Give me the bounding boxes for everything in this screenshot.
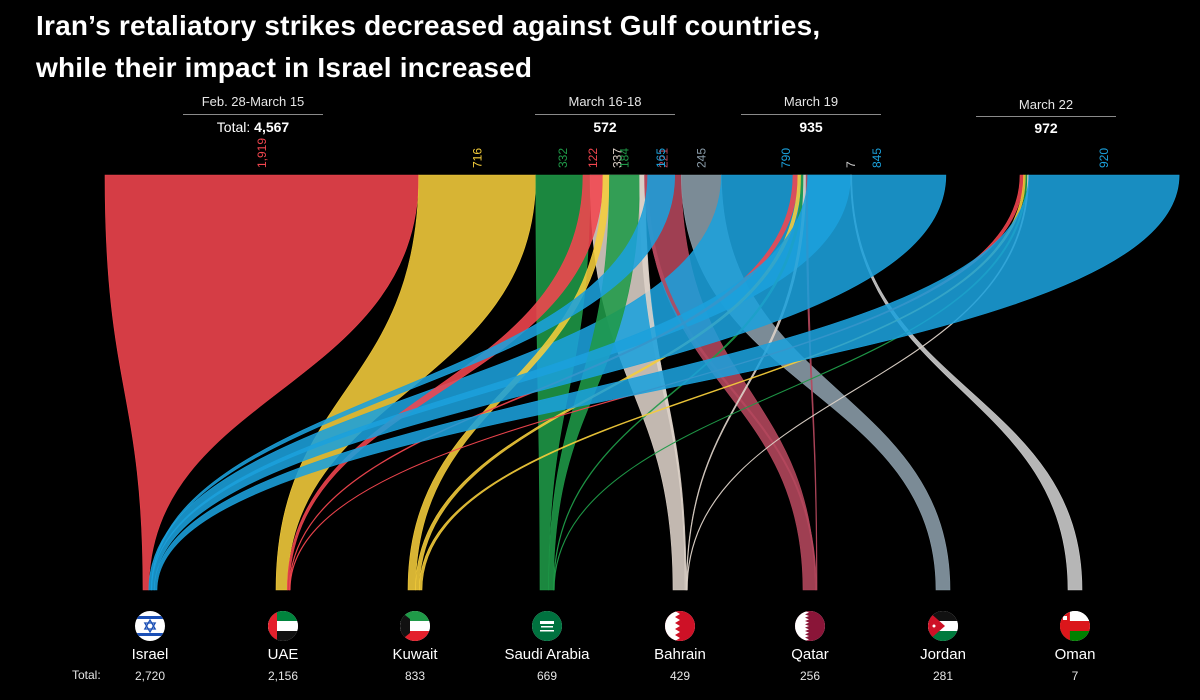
flow-label-1-0: 122 (586, 148, 600, 168)
period-total-value: 4,567 (254, 119, 290, 135)
flow-3-israel (153, 174, 1180, 591)
period-total-3: 972 (946, 120, 1146, 136)
country-total-uae: 2,156 (267, 669, 299, 683)
kuwait-flag (400, 611, 430, 641)
period-label-2: March 19 (783, 94, 839, 109)
period-divider-3 (976, 116, 1116, 117)
period-total-0: Total: 4,567 (153, 119, 353, 135)
flow-label-0-6: 790 (779, 148, 793, 168)
country-flags (135, 611, 1090, 641)
period-label-1: March 16-18 (568, 94, 642, 109)
country-name-bahrain: Bahrain (654, 646, 706, 663)
country-name-kuwait: Kuwait (392, 646, 438, 663)
chart-title-line-2: while their impact in Israel increased (36, 52, 533, 83)
jordan-flag (928, 611, 958, 641)
flow-label-1-2: 184 (618, 148, 632, 168)
country-total-saudi-arabia: 669 (536, 669, 558, 683)
period-divider-1 (535, 114, 675, 115)
chart-title-line-1: Iran’s retaliatory strikes decreased aga… (36, 10, 821, 41)
flow-bands (104, 174, 1180, 591)
period-label-3: March 22 (1018, 97, 1074, 112)
flow-label-0-4: 221 (656, 148, 670, 168)
period-total-value: 935 (799, 119, 823, 135)
period-total-value: 972 (1034, 120, 1058, 136)
period-total-2: 935 (711, 119, 911, 135)
period-label-0: Feb. 28-March 15 (201, 94, 305, 109)
uae-flag (268, 611, 298, 641)
country-total-qatar: 256 (799, 669, 821, 683)
flow-label-0-3: 337 (611, 148, 625, 168)
flow-value-labels: 1,919 716 332 337 221 245 790 7 122 184 165 845 920 (255, 138, 1111, 168)
country-total-bahrain: 429 (669, 669, 691, 683)
period-divider-2 (741, 114, 881, 115)
flow-label-0-2: 332 (556, 148, 570, 168)
period-total-value: 572 (593, 119, 617, 135)
oman-flag (1060, 611, 1090, 641)
country-name-uae: UAE (267, 646, 299, 663)
country-name-jordan: Jordan (920, 646, 966, 663)
period-total-caption: Total: (216, 119, 255, 135)
qatar-flag (795, 611, 825, 641)
flow-0-israel (104, 174, 420, 591)
period-total-1: 572 (505, 119, 705, 135)
country-name-qatar: Qatar (791, 646, 829, 663)
saudi-arabia-flag (532, 611, 562, 641)
country-total-israel: 2,720 (134, 669, 166, 683)
country-name-oman: Oman (1054, 646, 1096, 663)
flow-label-0-0: 1,919 (255, 138, 269, 168)
period-divider-0 (183, 114, 323, 115)
bahrain-flag (665, 611, 695, 641)
israel-flag (135, 611, 165, 641)
total-caption: Total: (72, 668, 101, 682)
country-total-kuwait: 833 (404, 669, 426, 683)
flow-label-3-4: 920 (1097, 148, 1111, 168)
country-name-israel: Israel (131, 646, 169, 663)
flow-label-2-5: 845 (870, 148, 884, 168)
flow-label-0-7: 7 (844, 161, 858, 168)
flow-label-0-5: 245 (694, 148, 708, 168)
flow-label-1-5: 165 (654, 148, 668, 168)
country-total-oman: 7 (1071, 669, 1079, 683)
country-total-jordan: 281 (932, 669, 954, 683)
flow-label-0-1: 716 (470, 148, 484, 168)
country-name-saudi-arabia: Saudi Arabia (504, 646, 590, 663)
